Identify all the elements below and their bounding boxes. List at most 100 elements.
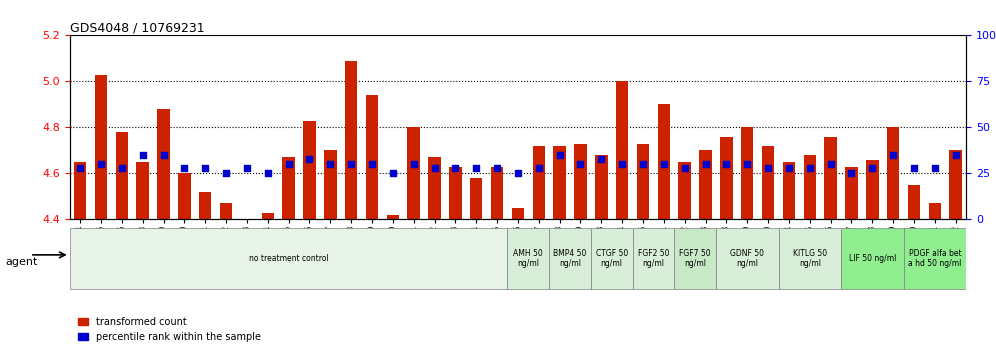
FancyBboxPatch shape xyxy=(549,228,591,289)
Point xyxy=(552,152,568,158)
Point xyxy=(510,171,526,176)
Bar xyxy=(762,146,774,219)
Bar xyxy=(636,144,649,219)
Bar xyxy=(804,155,816,219)
Point xyxy=(844,171,860,176)
Bar xyxy=(366,95,378,219)
Bar xyxy=(386,215,399,219)
Point xyxy=(323,161,339,167)
Bar xyxy=(491,167,503,219)
Point xyxy=(739,161,755,167)
Bar xyxy=(678,162,691,219)
Point xyxy=(948,152,964,158)
Point xyxy=(134,152,150,158)
Bar xyxy=(262,213,274,219)
Point xyxy=(426,165,442,171)
Point xyxy=(197,165,213,171)
Point xyxy=(927,165,943,171)
FancyBboxPatch shape xyxy=(508,228,549,289)
Bar xyxy=(303,121,316,219)
Text: CTGF 50
ng/ml: CTGF 50 ng/ml xyxy=(596,249,627,268)
Bar xyxy=(886,127,899,219)
FancyBboxPatch shape xyxy=(841,228,903,289)
Bar xyxy=(657,104,670,219)
Bar xyxy=(470,178,482,219)
Bar xyxy=(116,132,128,219)
Bar xyxy=(533,146,545,219)
Point xyxy=(218,171,234,176)
FancyBboxPatch shape xyxy=(903,228,966,289)
Point xyxy=(72,165,88,171)
FancyBboxPatch shape xyxy=(674,228,716,289)
Point xyxy=(760,165,776,171)
Point xyxy=(906,165,922,171)
Point xyxy=(114,165,129,171)
Bar xyxy=(199,192,211,219)
Point xyxy=(573,161,589,167)
Point xyxy=(635,161,651,167)
Bar xyxy=(699,150,712,219)
Text: LIF 50 ng/ml: LIF 50 ng/ml xyxy=(849,254,896,263)
Point xyxy=(802,165,818,171)
Bar xyxy=(928,204,941,219)
Bar xyxy=(95,75,108,219)
Bar xyxy=(220,204,232,219)
Point xyxy=(865,165,880,171)
Bar xyxy=(74,162,87,219)
Bar xyxy=(407,127,420,219)
Bar xyxy=(825,137,837,219)
Text: AMH 50
ng/ml: AMH 50 ng/ml xyxy=(514,249,543,268)
Bar xyxy=(616,81,628,219)
Point xyxy=(697,161,713,167)
Point xyxy=(281,161,297,167)
Bar xyxy=(907,185,920,219)
Bar xyxy=(949,150,962,219)
Bar xyxy=(720,137,733,219)
Bar xyxy=(595,155,608,219)
Point xyxy=(823,161,839,167)
Bar xyxy=(512,208,524,219)
Text: PDGF alfa bet
a hd 50 ng/ml: PDGF alfa bet a hd 50 ng/ml xyxy=(908,249,961,268)
Point xyxy=(615,161,630,167)
Point xyxy=(594,156,610,161)
Point xyxy=(384,171,400,176)
Point xyxy=(656,161,672,167)
Bar xyxy=(282,158,295,219)
Text: no treatment control: no treatment control xyxy=(249,254,329,263)
Point xyxy=(93,161,109,167)
Text: KITLG 50
ng/ml: KITLG 50 ng/ml xyxy=(793,249,827,268)
Bar xyxy=(846,167,858,219)
Text: agent: agent xyxy=(5,257,38,267)
Bar xyxy=(178,173,190,219)
Text: GDNF 50
ng/ml: GDNF 50 ng/ml xyxy=(730,249,764,268)
FancyBboxPatch shape xyxy=(70,228,508,289)
Point xyxy=(718,161,734,167)
Bar xyxy=(741,127,754,219)
Bar xyxy=(324,150,337,219)
Bar xyxy=(867,160,878,219)
Point xyxy=(155,152,171,158)
Text: FGF2 50
ng/ml: FGF2 50 ng/ml xyxy=(637,249,669,268)
Point xyxy=(781,165,797,171)
FancyBboxPatch shape xyxy=(779,228,841,289)
Text: BMP4 50
ng/ml: BMP4 50 ng/ml xyxy=(554,249,587,268)
Point xyxy=(885,152,901,158)
Point xyxy=(405,161,421,167)
Point xyxy=(489,165,505,171)
Legend: transformed count, percentile rank within the sample: transformed count, percentile rank withi… xyxy=(75,313,265,346)
Point xyxy=(344,161,360,167)
Bar xyxy=(449,167,461,219)
Point xyxy=(239,165,255,171)
Point xyxy=(260,171,276,176)
Bar xyxy=(136,162,149,219)
Bar xyxy=(783,162,795,219)
FancyBboxPatch shape xyxy=(716,228,779,289)
Text: FGF7 50
ng/ml: FGF7 50 ng/ml xyxy=(679,249,711,268)
Bar xyxy=(157,109,169,219)
Point xyxy=(364,161,379,167)
Bar xyxy=(428,158,441,219)
FancyBboxPatch shape xyxy=(591,228,632,289)
Bar xyxy=(345,61,358,219)
FancyBboxPatch shape xyxy=(632,228,674,289)
Point xyxy=(468,165,484,171)
